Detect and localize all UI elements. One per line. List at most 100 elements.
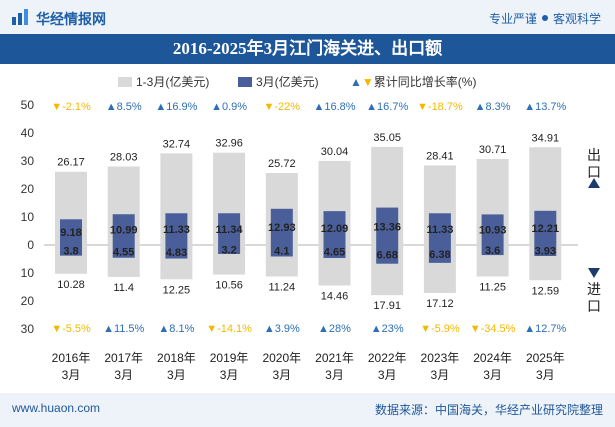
import-growth-label: ▲23%	[371, 323, 404, 335]
export-cumulative-label: 25.72	[268, 158, 296, 170]
export-cumulative-label: 34.91	[532, 132, 560, 144]
export-march-label: 13.36	[373, 221, 401, 233]
import-growth-label: ▲11.5%	[103, 323, 144, 335]
x-category-month-label: 3月	[220, 368, 239, 382]
export-growth-label: ▲0.9%	[211, 101, 247, 113]
import-march-label: 4.55	[113, 246, 134, 258]
x-category-month-label: 3月	[431, 368, 450, 382]
separator-dot-icon	[541, 15, 548, 21]
import-cumulative-label: 17.91	[373, 300, 401, 312]
x-category-year-label: 2020年	[262, 351, 301, 365]
import-march-label: 6.38	[429, 249, 450, 261]
export-growth-label: ▲16.9%	[155, 101, 197, 113]
import-march-label: 3.8	[63, 245, 78, 257]
x-category-year-label: 2025年	[526, 351, 565, 365]
import-march-bar	[323, 245, 346, 259]
export-march-label: 12.09	[321, 223, 349, 235]
import-growth-label: ▲3.9%	[264, 323, 300, 335]
legend-down-triangle-icon: ▼	[361, 75, 374, 89]
site-name: 华经情报网	[36, 11, 106, 27]
x-category-month-label: 3月	[62, 368, 81, 382]
export-cumulative-label: 26.17	[57, 157, 85, 169]
import-growth-label: ▼-14.1%	[206, 323, 252, 335]
legend-march-label: 3月(亿美元)	[256, 75, 319, 89]
y-tick-label: 20	[21, 294, 35, 308]
import-march-bar	[270, 245, 293, 257]
import-cumulative-label: 17.12	[426, 298, 454, 310]
import-march-label: 4.65	[324, 247, 345, 259]
export-cumulative-label: 32.74	[163, 138, 191, 150]
y-tick-label: 10	[21, 266, 35, 280]
footer-source: 数据来源：中国海关，华经产业研究院整理	[374, 403, 603, 417]
export-side-label-part: 出	[587, 147, 601, 163]
export-march-label: 12.93	[268, 222, 296, 234]
export-march-label: 11.33	[426, 224, 453, 236]
export-side-label-part: 口	[587, 164, 601, 180]
import-march-bar	[428, 245, 451, 263]
legend-blue-swatch-icon	[238, 77, 252, 87]
export-growth-label: ▲8.5%	[106, 101, 142, 113]
import-growth-label: ▼-5.5%	[51, 323, 91, 335]
chart-legend: 1-3月(亿美元) 3月(亿美元) ▲▼累计同比增长率(%)	[0, 70, 615, 92]
y-tick-label: 30	[21, 322, 35, 336]
x-category-month-label: 3月	[114, 368, 133, 382]
import-cumulative-label: 11.24	[268, 281, 295, 293]
export-growth-label: ▲8.3%	[475, 101, 511, 113]
import-growth-label: ▲8.1%	[158, 323, 194, 335]
header-tags: 专业严谨 客观科学	[489, 10, 601, 27]
export-march-label: 11.34	[216, 224, 244, 236]
x-category-year-label: 2023年	[421, 351, 460, 365]
export-march-bar	[481, 214, 504, 245]
y-tick-label: 0	[27, 238, 34, 252]
x-category-year-label: 2017年	[104, 351, 143, 365]
import-march-label: 4.1	[274, 246, 289, 258]
x-category-year-label: 2024年	[473, 351, 512, 365]
export-growth-label: ▼-22%	[264, 101, 301, 113]
x-category-month-label: 3月	[272, 368, 291, 382]
import-growth-label: ▼-5.9%	[420, 323, 460, 335]
legend-cumulative: 1-3月(亿美元)	[118, 73, 209, 90]
import-march-label: 6.68	[376, 249, 397, 261]
export-cumulative-label: 35.05	[373, 132, 401, 144]
export-march-bar	[428, 213, 451, 245]
y-tick-label: 40	[21, 126, 35, 140]
x-category-year-label: 2016年	[52, 351, 91, 365]
top-header: 华经情报网 专业严谨 客观科学	[0, 0, 615, 34]
import-cumulative-label: 12.59	[532, 285, 560, 297]
export-cumulative-label: 30.04	[321, 146, 349, 158]
x-category-month-label: 3月	[536, 368, 555, 382]
import-march-bar	[112, 245, 135, 258]
export-march-label: 10.93	[479, 225, 507, 237]
x-category-year-label: 2021年	[315, 351, 354, 365]
import-march-bar	[534, 245, 557, 257]
import-cumulative-label: 10.56	[215, 280, 243, 292]
export-march-bar	[270, 208, 293, 245]
export-up-arrow-icon	[588, 178, 600, 188]
x-category-month-label: 3月	[483, 368, 502, 382]
y-tick-label: 20	[21, 182, 35, 196]
export-march-bar	[165, 213, 188, 245]
import-march-label: 4.83	[166, 247, 187, 259]
x-category-year-label: 2022年	[368, 351, 407, 365]
import-march-bar	[376, 245, 399, 264]
import-cumulative-label: 10.28	[57, 279, 85, 291]
export-march-label: 12.21	[532, 223, 560, 235]
import-growth-label: ▲28%	[318, 323, 351, 335]
legend-cumulative-label: 1-3月(亿美元)	[136, 75, 210, 89]
export-march-bar	[60, 219, 82, 245]
legend-gray-swatch-icon	[118, 77, 132, 87]
legend-growth-label: 累计同比增长率(%)	[373, 75, 477, 89]
export-growth-label: ▲16.8%	[313, 101, 355, 113]
import-march-label: 3.93	[535, 246, 556, 258]
export-march-bar	[534, 210, 557, 245]
export-cumulative-label: 28.41	[426, 150, 454, 162]
tag-objective: 客观科学	[552, 12, 601, 26]
import-march-label: 3.6	[485, 245, 500, 257]
footer-url[interactable]: www.huaon.com	[12, 401, 101, 415]
export-march-label: 10.99	[110, 225, 138, 237]
import-cumulative-label: 11.25	[479, 282, 506, 294]
export-growth-label: ▼-2.1%	[51, 101, 91, 113]
logo-icon	[12, 9, 28, 25]
legend-growth: ▲▼累计同比增长率(%)	[350, 73, 476, 90]
